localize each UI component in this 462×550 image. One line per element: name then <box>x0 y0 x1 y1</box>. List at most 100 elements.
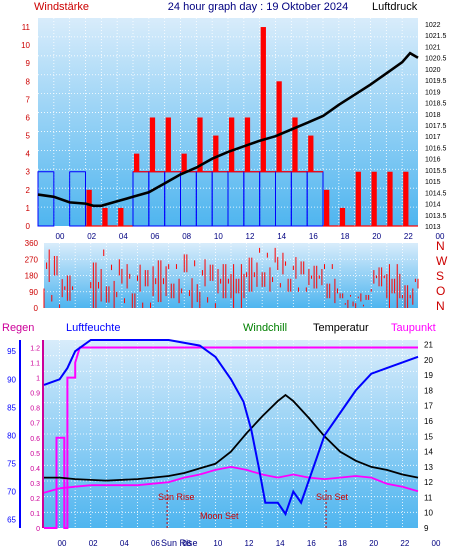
rain-tick-label: 0 <box>36 526 40 533</box>
rain-tick-label: 1 <box>36 376 40 383</box>
wind-tick-label: 4 <box>26 150 31 159</box>
temperature-tick-label: 21 <box>424 341 433 350</box>
legend-windchill: Windchill <box>243 322 287 334</box>
header-title: 24 hour graph day : 19 Oktober 2024 <box>168 1 348 13</box>
pressure-tick-label: 1021 <box>425 44 441 51</box>
wind-tick-label: 10 <box>21 41 30 50</box>
wind-tick-label: 2 <box>26 186 31 195</box>
sun-rise-axis-annotation: Sun Rise <box>161 538 198 548</box>
temperature-tick-label: 10 <box>424 509 433 518</box>
pressure-tick-label: 1018.5 <box>425 101 447 108</box>
pressure-tick-label: 1019 <box>425 89 441 96</box>
temperature-tick-label: 11 <box>424 493 433 502</box>
hour-tick-label: 16 <box>307 539 316 548</box>
temperature-tick-label: 13 <box>424 463 433 472</box>
hour-tick-label: 12 <box>245 539 254 548</box>
rain-tick-label: 0.9 <box>30 391 40 398</box>
temperature-tick-label: 17 <box>424 402 433 411</box>
wind-gust-bar <box>229 117 235 172</box>
pressure-tick-label: 1020.5 <box>425 56 447 63</box>
wind-gust-bar <box>339 207 346 226</box>
legend-rain: Regen <box>2 322 34 334</box>
wind-gust-bar <box>355 171 361 226</box>
humidity-axis-ticks: 65 70 75 80 85 90 95 <box>7 347 16 524</box>
humidity-tick-label: 95 <box>7 347 16 356</box>
hour-tick-label: 00 <box>56 232 65 241</box>
rain-tick-label: 0.3 <box>30 481 40 488</box>
rain-tick-label: 0.4 <box>30 466 40 473</box>
rain-tick-label: 1.2 <box>30 346 40 353</box>
wind-base-bar <box>37 171 55 227</box>
temperature-tick-label: 18 <box>424 386 433 395</box>
wind-base-bar <box>69 171 86 227</box>
hour-tick-label: 20 <box>369 539 378 548</box>
hour-tick-label: 12 <box>246 232 255 241</box>
hour-tick-label: 14 <box>276 539 285 548</box>
wind-gust-bar <box>213 135 219 172</box>
humidity-tick-label: 75 <box>7 459 16 468</box>
temperature-tick-label: 19 <box>424 371 433 380</box>
degree-tick-label: 0 <box>34 304 39 313</box>
hour-tick-label: 02 <box>87 232 96 241</box>
temperature-tick-label: 16 <box>424 417 433 426</box>
pressure-tick-label: 1016 <box>425 157 441 164</box>
legend-dewpoint: Taupunkt <box>391 322 436 334</box>
wind-direction-series <box>43 247 419 308</box>
climate-panel: 0 0.1 0.2 0.3 0.4 0.5 0.6 0.7 0.8 0.9 1 1.1 1.2 65 70… <box>7 339 441 548</box>
pressure-tick-label: 1015 <box>425 179 441 186</box>
moon-set-annotation: Moon Set <box>200 511 239 521</box>
pressure-tick-label: 1013 <box>425 224 441 231</box>
degree-tick-label: 360 <box>25 239 39 248</box>
time-axis-ticks-top: 00 02 04 06 08 10 12 14 16 18 20 22 00 <box>56 232 445 241</box>
temperature-tick-label: 14 <box>424 448 433 457</box>
pressure-tick-label: 1016.5 <box>425 145 447 152</box>
legend-temperature: Temperatur <box>313 322 369 334</box>
humidity-tick-label: 80 <box>7 431 16 440</box>
hour-tick-label: 06 <box>151 232 160 241</box>
wind-gust-bar <box>181 153 187 172</box>
pressure-tick-label: 1015.5 <box>425 168 447 175</box>
legend-humidity: Luftfeuchte <box>66 322 120 334</box>
rain-tick-label: 0.6 <box>30 436 40 443</box>
temperature-tick-label: 9 <box>424 524 429 533</box>
header-left-label: Windstärke <box>34 1 89 13</box>
degree-tick-label: 180 <box>25 272 39 281</box>
humidity-tick-label: 65 <box>7 516 16 525</box>
time-axis-ticks-bottom: 00 02 04 06 08 10 12 14 16 18 20 22 00 <box>58 539 441 548</box>
wind-gust-bar <box>260 27 266 172</box>
hour-tick-label: 10 <box>214 232 223 241</box>
wind-gust-bar <box>371 171 377 226</box>
pressure-tick-label: 1013.5 <box>425 213 447 220</box>
degree-tick-label: 90 <box>29 288 38 297</box>
rain-axis-ticks: 0 0.1 0.2 0.3 0.4 0.5 0.6 0.7 0.8 0.9 1 1.1 1.2 <box>30 346 40 533</box>
degree-axis-ticks: 0 90 180 270 360 <box>25 239 39 313</box>
rain-tick-label: 1.1 <box>30 361 40 368</box>
hour-tick-label: 18 <box>341 232 350 241</box>
sun-rise-annotation: Sun Rise <box>158 492 195 502</box>
hour-tick-label: 00 <box>58 539 67 548</box>
hour-tick-label: 22 <box>404 232 413 241</box>
wind-tick-label: 9 <box>26 59 31 68</box>
rain-tick-label: 0.7 <box>30 421 40 428</box>
pressure-tick-label: 1014.5 <box>425 190 447 197</box>
wind-gust-bar <box>118 207 124 226</box>
hour-tick-label: 08 <box>182 232 191 241</box>
wind-gust-bar <box>86 189 92 226</box>
temperature-axis-ticks: 9 10 11 12 13 14 15 16 17 18 19 20 21 <box>424 341 433 533</box>
degree-tick-label: 270 <box>25 255 39 264</box>
pressure-tick-label: 1014 <box>425 202 441 209</box>
wind-tick-label: 5 <box>26 132 31 141</box>
temperature-line <box>44 393 419 482</box>
hour-tick-label: 00 <box>432 539 441 548</box>
pressure-tick-label: 1019.5 <box>425 78 447 85</box>
wind-axis-ticks: 0 1 2 3 4 5 6 7 8 9 10 11 <box>21 23 30 231</box>
hour-tick-label: 22 <box>400 539 409 548</box>
pressure-tick-label: 1022 <box>425 22 441 29</box>
humidity-tick-label: 70 <box>7 488 16 497</box>
temperature-tick-label: 12 <box>424 478 433 487</box>
wind-gust-bar <box>292 117 298 172</box>
pressure-axis-ticks: 1013 1013.5 1014 1014.5 1015 1015.5 1016 1016.5… <box>425 22 447 231</box>
